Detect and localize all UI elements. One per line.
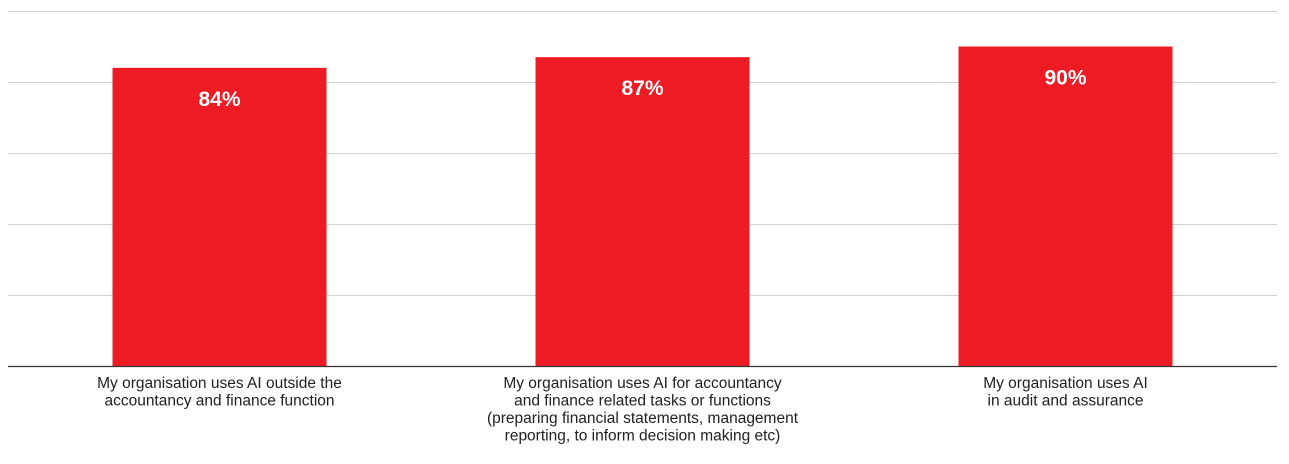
category-labels: My organisation uses AI outside theaccou…	[97, 375, 1148, 445]
category-label: My organisation uses AI	[983, 375, 1148, 392]
bar	[112, 67, 327, 367]
bars	[112, 46, 1173, 367]
bar	[958, 46, 1173, 366]
category-label: accountancy and finance function	[104, 393, 334, 410]
bar	[535, 57, 750, 367]
category-label: reporting, to inform decision making etc…	[505, 428, 781, 445]
category-label: (preparing financial statements, managem…	[487, 410, 799, 427]
data-labels: 84% 87% 90%	[198, 67, 1086, 111]
category-label: in audit and assurance	[988, 393, 1144, 410]
data-label: 90%	[1044, 67, 1086, 90]
category-label: My organisation uses AI for accountancy	[503, 375, 782, 392]
category-label: and finance related tasks or functions	[514, 393, 771, 410]
data-label: 84%	[198, 88, 240, 111]
data-label: 87%	[621, 77, 663, 100]
category-label: My organisation uses AI outside the	[97, 375, 342, 392]
